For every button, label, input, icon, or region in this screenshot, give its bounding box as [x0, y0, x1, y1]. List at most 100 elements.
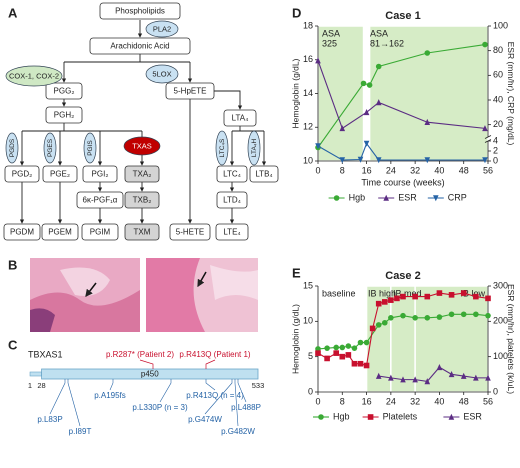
marker: [473, 293, 479, 300]
y2-tick-label: 80: [493, 45, 503, 55]
enzyme: [215, 130, 229, 166]
enzyme: [145, 64, 179, 84]
position-label: 533: [252, 381, 265, 390]
marker: [339, 353, 346, 360]
enzyme-label: LTA₄H: [251, 139, 258, 158]
y2-axis-label: ESR (mm/hr), CRP (mg/dL): [506, 42, 516, 146]
marker: [460, 372, 467, 379]
series-line: [317, 44, 486, 148]
marker: [460, 290, 467, 296]
y-tick-label: 18: [303, 20, 313, 30]
marker: [436, 290, 443, 296]
metabolite-label: PGDM: [10, 228, 34, 237]
variant-line: [49, 379, 66, 415]
legend-label: CRP: [448, 192, 467, 202]
y-tick-label: 10: [303, 155, 313, 165]
marker: [388, 374, 394, 381]
marker: [324, 355, 330, 362]
panel-label: C: [8, 337, 18, 352]
metabolite-box: [124, 223, 160, 241]
y-tick-label: 14: [303, 88, 313, 98]
shaded-period: [368, 25, 489, 162]
legend-marker: [367, 414, 374, 420]
metabolite-box: [99, 2, 181, 20]
marker: [400, 312, 406, 319]
marker: [363, 140, 370, 147]
metabolite-label: LTC₄: [223, 170, 241, 179]
tissue: [210, 265, 258, 300]
metabolite-box: [89, 37, 191, 55]
x-tick-label: 40: [434, 396, 444, 406]
legend-marker: [383, 194, 389, 201]
x-tick-label: 32: [410, 396, 420, 406]
annotation: IB low: [460, 288, 485, 298]
marker: [424, 378, 431, 385]
chart-title: Case 2: [385, 270, 420, 282]
metabolite-box: [169, 223, 211, 241]
x-tick-label: 16: [362, 396, 372, 406]
annotation: ASA: [322, 28, 340, 38]
marker: [366, 82, 373, 88]
reported-variant: p.G482W: [221, 427, 255, 436]
marker: [324, 345, 330, 351]
x-tick-label: 48: [459, 165, 469, 175]
marker: [424, 118, 431, 125]
reported-variant: p.L83P: [37, 415, 62, 424]
variant-line: [205, 359, 216, 369]
reported-variant: p.L488P: [231, 403, 261, 412]
enzyme-label: LTC₄S: [219, 138, 226, 157]
metabolite-box: [216, 191, 248, 209]
metabolite-label: TXB₂: [133, 196, 152, 205]
annotation: IB med: [393, 288, 422, 298]
marker: [424, 50, 431, 56]
tissue: [30, 290, 140, 332]
y2-tick-label: 300: [493, 280, 508, 290]
pathway: Phospholipids Arachidonic Acid PGG₂ PGH₂ 5-H…: [3, 2, 279, 241]
enzyme-label: PGES: [47, 138, 54, 157]
metabolite-box: [45, 82, 83, 100]
metabolite-label: LTE₄: [223, 228, 240, 237]
marker: [485, 312, 491, 319]
marker: [375, 300, 382, 307]
marker: [351, 360, 358, 367]
marker: [369, 325, 376, 332]
y2-tick-label: 100: [493, 351, 508, 361]
reported-variant: p.I89T: [69, 427, 92, 436]
gene-name: TBXAS1: [28, 349, 63, 359]
legend-marker: [448, 413, 455, 420]
metabolite-label: 5-HpETE: [174, 87, 207, 96]
y2-tick-label: 100: [493, 20, 508, 30]
metabolite-label: TXA₂: [133, 170, 152, 179]
reported-variant: p.A195fs: [94, 391, 126, 400]
metabolite-box: [124, 165, 160, 183]
tissue: [146, 258, 205, 332]
panel-label: D: [292, 5, 301, 20]
x-tick-label: 48: [459, 396, 469, 406]
metabolite-box: [215, 223, 249, 241]
metabolite-label: PGIM: [90, 228, 111, 237]
y2-tick-label: 2: [493, 145, 498, 155]
metabolite-label: PGE₂: [50, 170, 70, 179]
histology-images: [30, 258, 258, 332]
marker: [345, 343, 352, 349]
marker: [400, 293, 406, 300]
marker: [388, 297, 394, 303]
marker: [339, 125, 346, 132]
marker: [460, 311, 467, 318]
arrow: [85, 282, 97, 297]
legend-label: ESR: [463, 411, 482, 421]
protein-domain: [41, 368, 259, 380]
marker: [448, 292, 455, 298]
enzyme: [5, 132, 19, 164]
variant-line: [67, 379, 81, 427]
marker: [333, 350, 340, 356]
marker: [485, 374, 491, 381]
x-tick-label: 24: [386, 165, 396, 175]
panel-label: B: [8, 257, 17, 272]
x-tick-label: 0: [315, 396, 320, 406]
y2-tick-label: 200: [493, 316, 508, 326]
marker: [357, 339, 364, 346]
x-tick-label: 0: [315, 165, 320, 175]
variant-line: [204, 379, 233, 415]
